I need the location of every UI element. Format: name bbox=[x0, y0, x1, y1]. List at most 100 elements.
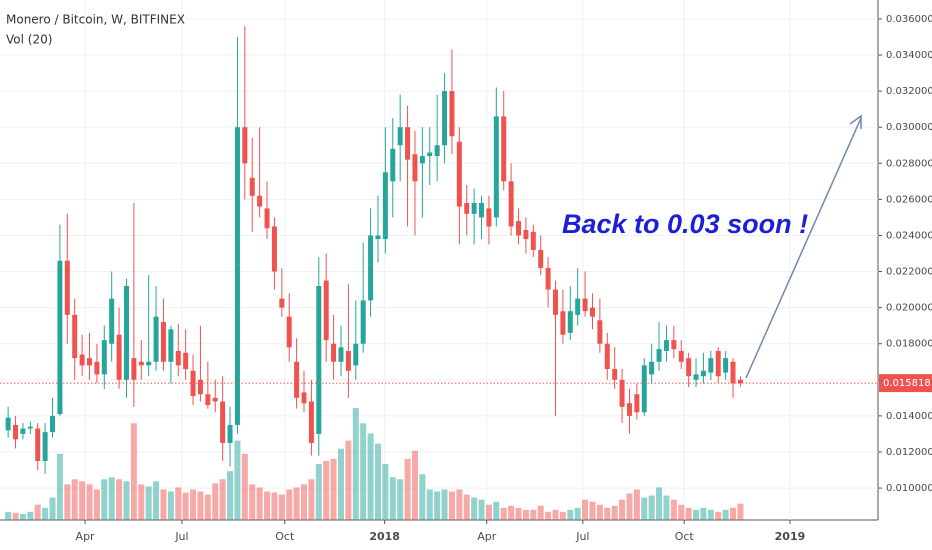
volume-bar bbox=[670, 499, 677, 520]
volume-bar bbox=[101, 479, 108, 520]
candle-body bbox=[663, 340, 669, 351]
candle-body bbox=[493, 116, 499, 218]
x-tick-label: Apr bbox=[477, 530, 497, 543]
candle-body bbox=[279, 298, 285, 308]
candle-body bbox=[72, 314, 78, 359]
volume-bar bbox=[86, 484, 93, 520]
candle-body bbox=[730, 361, 736, 384]
arrow-head bbox=[849, 114, 862, 129]
candle-body bbox=[641, 365, 647, 413]
volume-bar bbox=[545, 511, 552, 520]
volume-bar bbox=[434, 491, 441, 520]
volume-bar bbox=[19, 513, 26, 520]
candle-body bbox=[671, 340, 677, 350]
volume-bar bbox=[153, 481, 160, 520]
volume-bar bbox=[663, 495, 670, 520]
volume-bar bbox=[64, 484, 71, 520]
volume-bar bbox=[471, 497, 478, 520]
y-tick-label: 0.014000 bbox=[886, 411, 932, 422]
volume-bar bbox=[730, 507, 737, 520]
volume-bar bbox=[367, 433, 374, 520]
volume-bar bbox=[49, 497, 56, 520]
volume-bar bbox=[552, 509, 559, 520]
volume-bar bbox=[123, 481, 130, 520]
volume-bar bbox=[441, 489, 448, 520]
candle-body bbox=[434, 145, 440, 157]
volume-bar bbox=[167, 491, 174, 520]
candle-body bbox=[516, 221, 522, 236]
candle-body bbox=[390, 148, 396, 182]
volume-bar bbox=[278, 494, 285, 520]
candle-body bbox=[456, 141, 462, 207]
chart-title: Monero / Bitcoin, W, BITFINEX bbox=[6, 13, 185, 27]
volume-bar bbox=[160, 489, 167, 520]
candle-body bbox=[427, 152, 433, 157]
y-tick-label: 0.026000 bbox=[886, 194, 932, 205]
candle-body bbox=[626, 403, 632, 416]
candle-body bbox=[257, 195, 263, 207]
candle-body bbox=[612, 368, 618, 380]
volume-bar bbox=[567, 509, 574, 520]
y-tick-label: 0.028000 bbox=[886, 158, 932, 169]
candle-body bbox=[715, 350, 721, 377]
candle-body bbox=[619, 379, 625, 407]
candle-body bbox=[523, 230, 529, 240]
volume-bar bbox=[574, 507, 581, 520]
candle-body bbox=[597, 320, 603, 344]
volume-bar bbox=[345, 440, 352, 520]
candle-body bbox=[530, 231, 536, 250]
candle-body bbox=[501, 116, 507, 182]
candle-body bbox=[87, 358, 93, 366]
volume-bar bbox=[219, 479, 226, 520]
candle-body bbox=[20, 428, 26, 434]
volume-bar bbox=[737, 503, 744, 520]
candle-body bbox=[538, 249, 544, 268]
volume-bar bbox=[34, 504, 41, 520]
candle-body bbox=[35, 428, 41, 461]
candle-body bbox=[700, 370, 706, 377]
volume-bar bbox=[79, 481, 86, 520]
candle-body bbox=[649, 361, 655, 375]
volume-bar bbox=[389, 477, 396, 520]
candle-body bbox=[323, 280, 329, 341]
volume-bar bbox=[515, 507, 522, 520]
volume-bar bbox=[71, 479, 78, 520]
candle-body bbox=[589, 307, 595, 317]
volume-bar bbox=[382, 464, 389, 520]
candle-body bbox=[560, 311, 566, 335]
candle-body bbox=[567, 311, 573, 333]
candle-body bbox=[94, 361, 100, 375]
y-tick-label: 0.024000 bbox=[886, 230, 932, 241]
volume-bar bbox=[508, 505, 515, 520]
y-tick-label: 0.036000 bbox=[886, 14, 932, 25]
candle-body bbox=[123, 285, 129, 380]
volume-bar bbox=[537, 505, 544, 520]
candle-body bbox=[634, 394, 640, 413]
volume-bar bbox=[182, 492, 189, 520]
candle-body bbox=[368, 235, 374, 301]
candle-body bbox=[338, 347, 344, 362]
volume-bar bbox=[411, 450, 418, 520]
candle-body bbox=[42, 432, 48, 461]
volume-bar bbox=[145, 486, 152, 520]
volume-bar bbox=[315, 464, 322, 520]
candle-body bbox=[582, 298, 588, 312]
volume-bar bbox=[27, 511, 34, 520]
volume-bar bbox=[116, 479, 123, 520]
volume-bar bbox=[522, 509, 529, 520]
volume-bar bbox=[249, 484, 256, 520]
arrow-line bbox=[745, 117, 862, 379]
candle-body bbox=[220, 401, 226, 443]
candle-body bbox=[397, 127, 403, 146]
candle-body bbox=[5, 417, 11, 431]
volume-bar bbox=[374, 443, 381, 520]
volume-bar bbox=[42, 507, 49, 520]
candle-body bbox=[138, 361, 144, 366]
candle-body bbox=[249, 177, 255, 196]
x-tick-label: 2019 bbox=[775, 530, 806, 543]
volume-bar bbox=[138, 484, 145, 520]
last-price-label: 0.015818 bbox=[883, 378, 931, 389]
annotation: Back to 0.03 soon ! bbox=[562, 209, 808, 239]
volume-bar bbox=[722, 509, 729, 520]
